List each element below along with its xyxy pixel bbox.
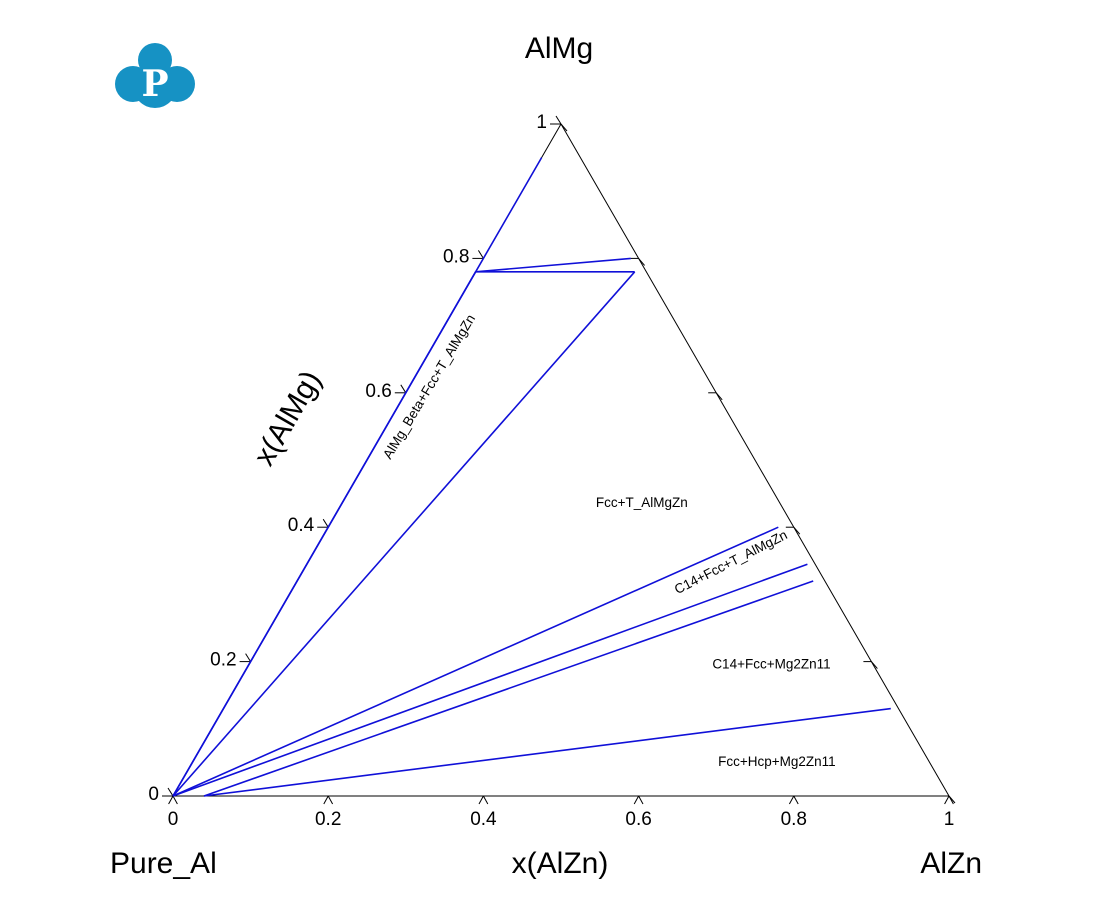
phase-boundary-2 (475, 257, 631, 273)
right-tick-mark (948, 795, 956, 804)
y-tick-label: 0 (148, 784, 159, 805)
region-label: C14+Fcc+T_AlMgZn (672, 527, 790, 597)
phase-boundary-4 (172, 271, 636, 797)
right-tick-mark (715, 392, 723, 401)
y-tick-label: 0.2 (210, 650, 236, 671)
y-tick-mark (167, 787, 174, 797)
y-tick-mark (400, 384, 407, 394)
y-tick-mark (245, 653, 252, 662)
tick-marks (162, 115, 956, 805)
x-tick-mark (638, 795, 644, 805)
corner-label-top: AlMg (525, 32, 593, 65)
phase-boundary-8 (203, 707, 891, 797)
triangle-frame (172, 123, 950, 797)
y-axis-title: x(AlMg) (248, 365, 328, 471)
frame-right-edge (560, 123, 950, 797)
y-tick-mark (555, 115, 562, 125)
right-tick-mark (793, 526, 801, 535)
x-tick-label: 0.2 (315, 809, 341, 830)
x-tick-mark (327, 795, 334, 805)
x-tick-label: 0.8 (781, 809, 807, 830)
logo-icon: P (115, 43, 195, 108)
phase-boundaries (172, 157, 891, 797)
phase-boundary-7 (203, 580, 814, 797)
region-label: C14+Fcc+Mg2Zn11 (712, 656, 830, 671)
phase-boundary-5 (172, 526, 779, 797)
logo-cloud (115, 43, 195, 108)
x-tick-mark (944, 795, 950, 805)
x-tick-mark (482, 795, 489, 805)
x-tick-mark (323, 795, 329, 805)
y-tick-label: 0.8 (443, 246, 469, 267)
x-tick-mark (633, 795, 640, 805)
right-tick-mark (638, 258, 645, 266)
y-tick-label: 0.4 (288, 515, 315, 536)
y-tick-mark (322, 518, 329, 528)
x-tick-mark (172, 795, 178, 805)
right-tick-mark (560, 123, 568, 132)
right-tick-mark (871, 661, 878, 669)
x-tick-label: 0.6 (625, 809, 651, 830)
phase-boundary-6 (172, 563, 808, 797)
x-tick-label: 0 (168, 809, 179, 830)
x-tick-label: 1 (944, 809, 955, 830)
y-tick-label: 1 (536, 112, 547, 133)
x-tick-mark (793, 795, 799, 805)
x-tick-mark (168, 795, 174, 805)
logo-letter: P (141, 63, 168, 105)
corner-label-right: AlZn (920, 847, 982, 880)
phase-boundary-1 (172, 271, 477, 797)
region-label: AlMg_Beta+Fcc+T_AlMgZn (380, 312, 478, 462)
x-tick-label: 0.4 (470, 809, 497, 830)
x-tick-mark (478, 795, 484, 805)
y-tick-mark (477, 250, 484, 259)
region-label: Fcc+Hcp+Mg2Zn11 (718, 754, 836, 769)
y-tick-label: 0.6 (365, 381, 391, 402)
corner-label-left: Pure_Al (110, 847, 217, 880)
x-axis-title: x(AlZn) (512, 847, 609, 880)
x-tick-mark (788, 795, 795, 805)
region-label: Fcc+T_AlMgZn (596, 495, 688, 510)
